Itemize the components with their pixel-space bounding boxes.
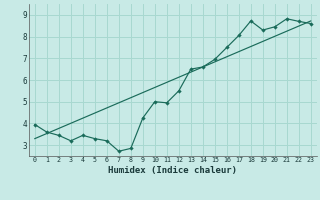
X-axis label: Humidex (Indice chaleur): Humidex (Indice chaleur) — [108, 166, 237, 175]
